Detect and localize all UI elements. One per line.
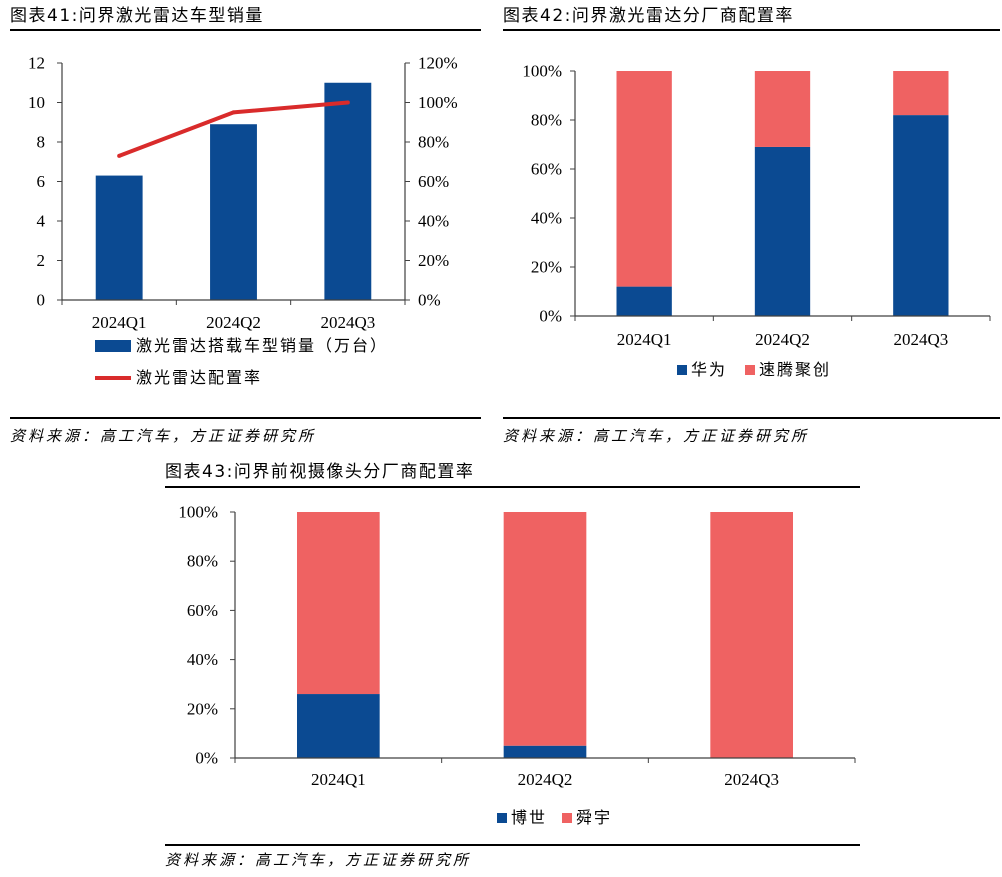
chart42-source: 资料来源：高工汽车，方正证券研究所 <box>503 427 810 445</box>
chart43-legend-bosch-label: 博世 <box>511 808 548 827</box>
chart41-sales-bar-3 <box>324 82 372 300</box>
chart42-title: 图表42:问界激光雷达分厂商配置率 <box>503 6 794 26</box>
chart41-rate-line-point-3 <box>345 100 350 105</box>
chart43-source-rule <box>165 844 860 846</box>
chart42-legend-huawei-swatch <box>677 365 687 375</box>
chart43-legend-bosch-swatch <box>497 813 507 823</box>
chart43-bosch-segment-2 <box>503 745 587 758</box>
chart41-x-tick-label: 2024Q3 <box>320 313 375 332</box>
chart41-sales-bar-2 <box>210 124 257 300</box>
chart41-rate-line-point-1 <box>117 153 122 158</box>
chart42-legend-robosense-swatch <box>745 365 755 375</box>
chart43-bosch-segment-1 <box>297 694 380 758</box>
chart43-plot-area: 2024Q1 2024Q2 2024Q3 0% 20% 40% 60% 80% 100% <box>178 503 856 789</box>
chart42-robosense-segment-3 <box>893 71 949 116</box>
chart43-source: 资料来源：高工汽车，方正证券研究所 <box>165 851 472 869</box>
chart41-legend-bar-label: 激光雷达搭载车型销量（万台） <box>136 336 389 355</box>
chart42-left-tick-label: 20% <box>531 258 562 277</box>
chart41-source-rule <box>10 417 481 419</box>
chart41-legend-line-label: 激光雷达配置率 <box>136 368 263 387</box>
chart43-legend-sunny-swatch <box>562 813 572 823</box>
chart41-left-tick-label: 6 <box>37 172 46 191</box>
chart41-left-tick-label: 0 <box>37 291 46 310</box>
chart43-legend-sunny-label: 舜宇 <box>576 808 613 827</box>
chart41-right-tick-label: 120% <box>418 54 458 73</box>
chart41-left-tick-label: 10 <box>28 93 45 112</box>
chart42-left-tick-label: 0% <box>539 307 562 326</box>
chart42-x-tick-label: 2024Q1 <box>617 330 672 349</box>
chart42-x-tick-label: 2024Q3 <box>893 330 948 349</box>
chart41-right-tick-label: 20% <box>418 251 449 270</box>
chart43-left-tick-label: 60% <box>187 601 218 620</box>
chart42-huawei-segment-1 <box>616 286 672 316</box>
chart42-legend-robosense-label: 速腾聚创 <box>759 360 832 379</box>
chart43-left-tick-label: 100% <box>178 503 218 522</box>
chart41-source: 资料来源：高工汽车，方正证券研究所 <box>10 427 317 445</box>
chart41-legend-bar-swatch <box>95 340 131 352</box>
chart42-robosense-segment-2 <box>754 71 811 147</box>
chart43-x-tick-label: 2024Q2 <box>518 770 573 789</box>
chart42-source-rule <box>503 417 1000 419</box>
chart41-rate-line-point-2 <box>231 110 236 115</box>
chart42-huawei-segment-2 <box>754 146 811 316</box>
chart41-right-tick-label: 40% <box>418 212 449 231</box>
chart43-title: 图表43:问界前视摄像头分厂商配置率 <box>165 462 475 482</box>
chart42-plot-area: 2024Q1 2024Q2 2024Q3 0% 20% 40% 60% 80% 100% <box>522 62 991 349</box>
chart43-sunny-segment-3 <box>710 512 793 758</box>
chart41-legend-line-swatch <box>95 376 131 380</box>
chart41-right-tick-label: 100% <box>418 93 458 112</box>
chart41-left-tick-label: 12 <box>28 54 45 73</box>
chart43-left-tick-label: 80% <box>187 552 218 571</box>
chart42-x-tick-label: 2024Q2 <box>755 330 810 349</box>
chart43-x-tick-label: 2024Q1 <box>311 770 366 789</box>
chart41-x-tick-label: 2024Q2 <box>206 313 261 332</box>
chart41-title: 图表41:问界激光雷达车型销量 <box>10 6 264 26</box>
chart43-left-tick-label: 20% <box>187 699 218 718</box>
chart41-title-rule <box>10 29 481 31</box>
chart43-left-tick-label: 0% <box>195 749 218 768</box>
chart41-left-tick-label: 4 <box>37 212 46 231</box>
chart41-plot-area: 2024Q1 2024Q2 2024Q30246810120%20%40%60%80… <box>28 54 458 333</box>
chart43-sunny-segment-1 <box>297 512 380 695</box>
chart41-sales-bar-1 <box>95 175 143 300</box>
chart42-legend-huawei-label: 华为 <box>691 360 728 379</box>
chart42-left-tick-label: 100% <box>522 62 562 81</box>
chart43-sunny-segment-2 <box>503 512 587 746</box>
chart43-left-tick-label: 40% <box>187 650 218 669</box>
chart41-left-tick-label: 2 <box>37 251 46 270</box>
chart42-left-tick-label: 40% <box>531 209 562 228</box>
chart42-huawei-segment-3 <box>893 115 949 316</box>
chart41-left-tick-label: 8 <box>37 133 46 152</box>
chart41-right-tick-label: 80% <box>418 133 449 152</box>
chart41-right-tick-label: 60% <box>418 172 449 191</box>
chart42-title-rule <box>503 29 1000 31</box>
chart42-left-tick-label: 80% <box>531 111 562 130</box>
chart43-x-tick-label: 2024Q3 <box>724 770 779 789</box>
chart42-robosense-segment-1 <box>616 71 672 287</box>
chart41-x-tick-label: 2024Q1 <box>92 313 147 332</box>
chart43-title-rule <box>165 486 860 488</box>
chart42-left-tick-label: 60% <box>531 160 562 179</box>
chart41-right-tick-label: 0% <box>418 291 441 310</box>
